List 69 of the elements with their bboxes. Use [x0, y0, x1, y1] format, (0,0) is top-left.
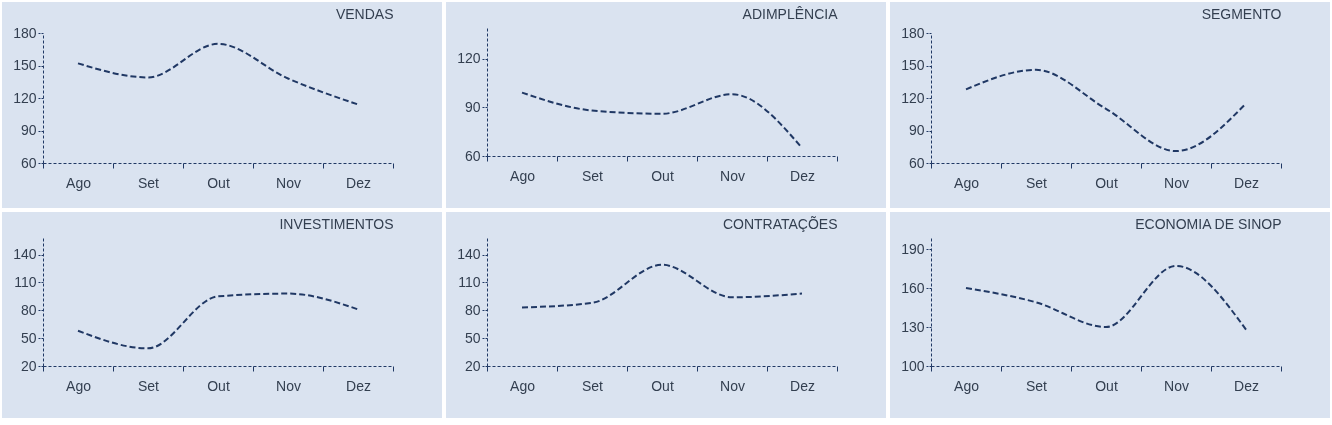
- x-tick-label: Dez: [790, 167, 815, 184]
- x-tick-label: Out: [651, 167, 674, 184]
- x-tick-label: Dez: [1234, 377, 1259, 394]
- x-tick-label: Out: [1095, 377, 1118, 394]
- y-tick-label: 50: [20, 329, 37, 346]
- y-tick-label: 120: [901, 89, 925, 106]
- chart-title: ADIMPLÊNCIA: [742, 6, 839, 22]
- y-tick-label: 120: [13, 89, 37, 106]
- x-tick-label: Dez: [346, 377, 371, 394]
- y-tick-label: 160: [901, 279, 925, 296]
- x-tick-label: Set: [581, 377, 604, 394]
- y-tick-label: 60: [908, 154, 925, 171]
- x-tick-label: Ago: [954, 174, 980, 191]
- y-tick-label: 110: [458, 273, 481, 290]
- y-tick-label: 90: [20, 122, 37, 138]
- x-tick-label: Nov: [720, 377, 745, 394]
- x-tick-label: Nov: [1164, 174, 1189, 191]
- x-tick-label: Nov: [276, 377, 301, 394]
- y-tick-label: 190: [901, 240, 925, 257]
- x-tick-label: Ago: [954, 377, 980, 394]
- x-tick-label: Ago: [510, 167, 536, 184]
- x-tick-label: Dez: [790, 377, 815, 394]
- chart-title: INVESTIMENTOS: [279, 216, 394, 232]
- x-tick-label: Nov: [720, 167, 745, 184]
- x-tick-label: Dez: [346, 174, 371, 191]
- x-tick-label: Set: [1025, 174, 1048, 191]
- x-tick-label: Ago: [66, 174, 92, 191]
- y-tick-label: 50: [464, 329, 481, 346]
- x-tick-label: Dez: [1234, 174, 1259, 191]
- line-series: [965, 68, 1247, 153]
- y-tick-label: 130: [901, 318, 925, 335]
- chart-title: VENDAS: [335, 6, 394, 22]
- x-tick-label: Nov: [276, 174, 301, 191]
- x-tick-label: Set: [581, 167, 604, 184]
- x-tick-label: Out: [207, 174, 230, 191]
- chart-title: ECONOMIA DE SINOP: [1135, 216, 1282, 232]
- y-tick-label: 60: [464, 147, 481, 164]
- y-tick-label: 20: [464, 357, 481, 374]
- y-tick-label: 140: [457, 246, 481, 263]
- chart-title: SEGMENTO: [1201, 6, 1282, 22]
- y-tick-label: 20: [20, 357, 37, 374]
- y-tick-label: 60: [20, 154, 37, 171]
- x-tick-label: Set: [137, 377, 160, 394]
- y-tick-label: 80: [20, 301, 37, 318]
- line-series: [965, 264, 1247, 331]
- y-tick-label: 90: [908, 122, 925, 138]
- line-series: [77, 292, 359, 350]
- y-tick-label: 90: [464, 98, 481, 115]
- y-tick-label: 100: [901, 357, 925, 374]
- line-series: [77, 42, 359, 106]
- x-tick-label: Out: [207, 377, 230, 394]
- chart-title: CONTRATAÇÕES: [722, 216, 838, 232]
- x-tick-label: Ago: [66, 377, 92, 394]
- line-series: [521, 91, 803, 149]
- line-series: [521, 263, 803, 309]
- x-tick-label: Set: [1025, 377, 1048, 394]
- x-tick-label: Ago: [510, 377, 536, 394]
- y-tick-label: 150: [901, 57, 925, 73]
- y-tick-label: 150: [13, 57, 37, 73]
- x-tick-label: Set: [137, 174, 160, 191]
- y-tick-label: 180: [901, 24, 925, 41]
- y-tick-label: 140: [13, 246, 37, 263]
- y-tick-label: 180: [13, 24, 37, 41]
- y-tick-label: 120: [457, 50, 481, 66]
- x-tick-label: Out: [1095, 174, 1118, 191]
- y-tick-label: 110: [14, 273, 37, 290]
- x-tick-label: Nov: [1164, 377, 1189, 394]
- y-tick-label: 80: [464, 301, 481, 318]
- x-tick-label: Out: [651, 377, 674, 394]
